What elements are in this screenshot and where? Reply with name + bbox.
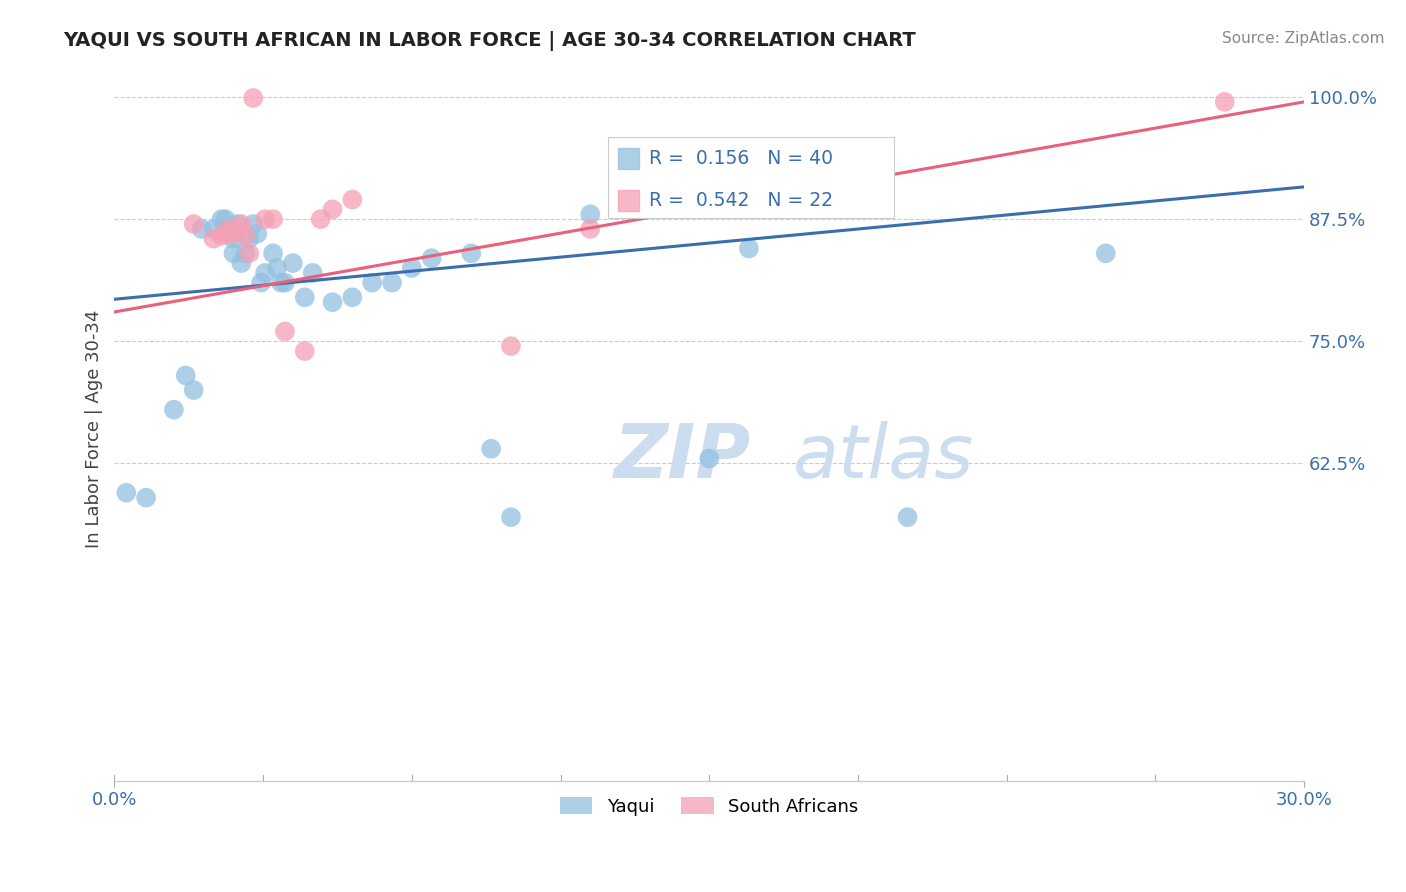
Bar (617, 148, 640, 169)
Point (896, 510, 918, 524)
Point (218, 222, 240, 236)
Point (262, 212, 284, 227)
Legend: Yaqui, South Africans: Yaqui, South Africans (551, 788, 868, 825)
Point (238, 246, 260, 260)
Point (226, 224, 249, 238)
Point (211, 228, 233, 243)
Point (262, 246, 284, 260)
Point (183, 383, 205, 397)
Text: R =  0.156   N = 40: R = 0.156 N = 40 (648, 149, 832, 168)
Point (214, 227, 236, 241)
Point (479, 442, 502, 456)
Point (270, 276, 292, 290)
Point (238, 232, 260, 246)
Point (222, 232, 245, 246)
Point (460, 246, 482, 260)
Point (579, 222, 602, 236)
Point (301, 266, 323, 280)
Bar (617, 190, 640, 211)
Point (499, 510, 522, 524)
Point (321, 295, 343, 310)
Point (281, 256, 304, 270)
Point (266, 260, 288, 275)
Point (233, 246, 256, 260)
Point (202, 232, 225, 246)
Point (214, 212, 236, 227)
Point (274, 276, 297, 290)
Point (420, 251, 443, 265)
Point (190, 222, 212, 236)
Point (254, 212, 277, 227)
Point (174, 368, 197, 383)
Point (697, 173, 720, 187)
Point (246, 227, 269, 241)
Text: Source: ZipAtlas.com: Source: ZipAtlas.com (1222, 31, 1385, 46)
Point (321, 202, 343, 217)
Point (579, 207, 602, 221)
Point (231, 217, 253, 231)
Point (254, 266, 277, 280)
Point (499, 339, 522, 353)
Point (1094, 246, 1116, 260)
Point (211, 212, 233, 227)
Y-axis label: In Labor Force | Age 30-34: In Labor Force | Age 30-34 (86, 310, 103, 549)
Point (115, 485, 138, 500)
Point (738, 242, 761, 256)
Point (381, 276, 404, 290)
Point (163, 402, 186, 417)
Point (294, 290, 316, 304)
Point (1213, 95, 1236, 109)
Text: YAQUI VS SOUTH AFRICAN IN LABOR FORCE | AGE 30-34 CORRELATION CHART: YAQUI VS SOUTH AFRICAN IN LABOR FORCE | … (63, 31, 917, 51)
Point (401, 260, 423, 275)
Point (231, 256, 253, 270)
Point (250, 276, 273, 290)
Text: atlas: atlas (793, 421, 974, 493)
Point (697, 451, 720, 466)
Point (309, 212, 332, 227)
Point (183, 217, 205, 231)
Point (135, 491, 157, 505)
Point (342, 290, 364, 304)
Point (242, 217, 264, 231)
Point (226, 217, 249, 231)
Point (361, 276, 384, 290)
FancyBboxPatch shape (609, 137, 894, 219)
Point (202, 222, 225, 236)
Point (294, 344, 316, 359)
Point (342, 193, 364, 207)
Text: ZIP: ZIP (614, 421, 751, 494)
Point (222, 227, 245, 241)
Point (233, 228, 256, 243)
Text: R =  0.542   N = 22: R = 0.542 N = 22 (648, 191, 832, 210)
Point (222, 246, 245, 260)
Point (242, 91, 264, 105)
Point (274, 325, 297, 339)
